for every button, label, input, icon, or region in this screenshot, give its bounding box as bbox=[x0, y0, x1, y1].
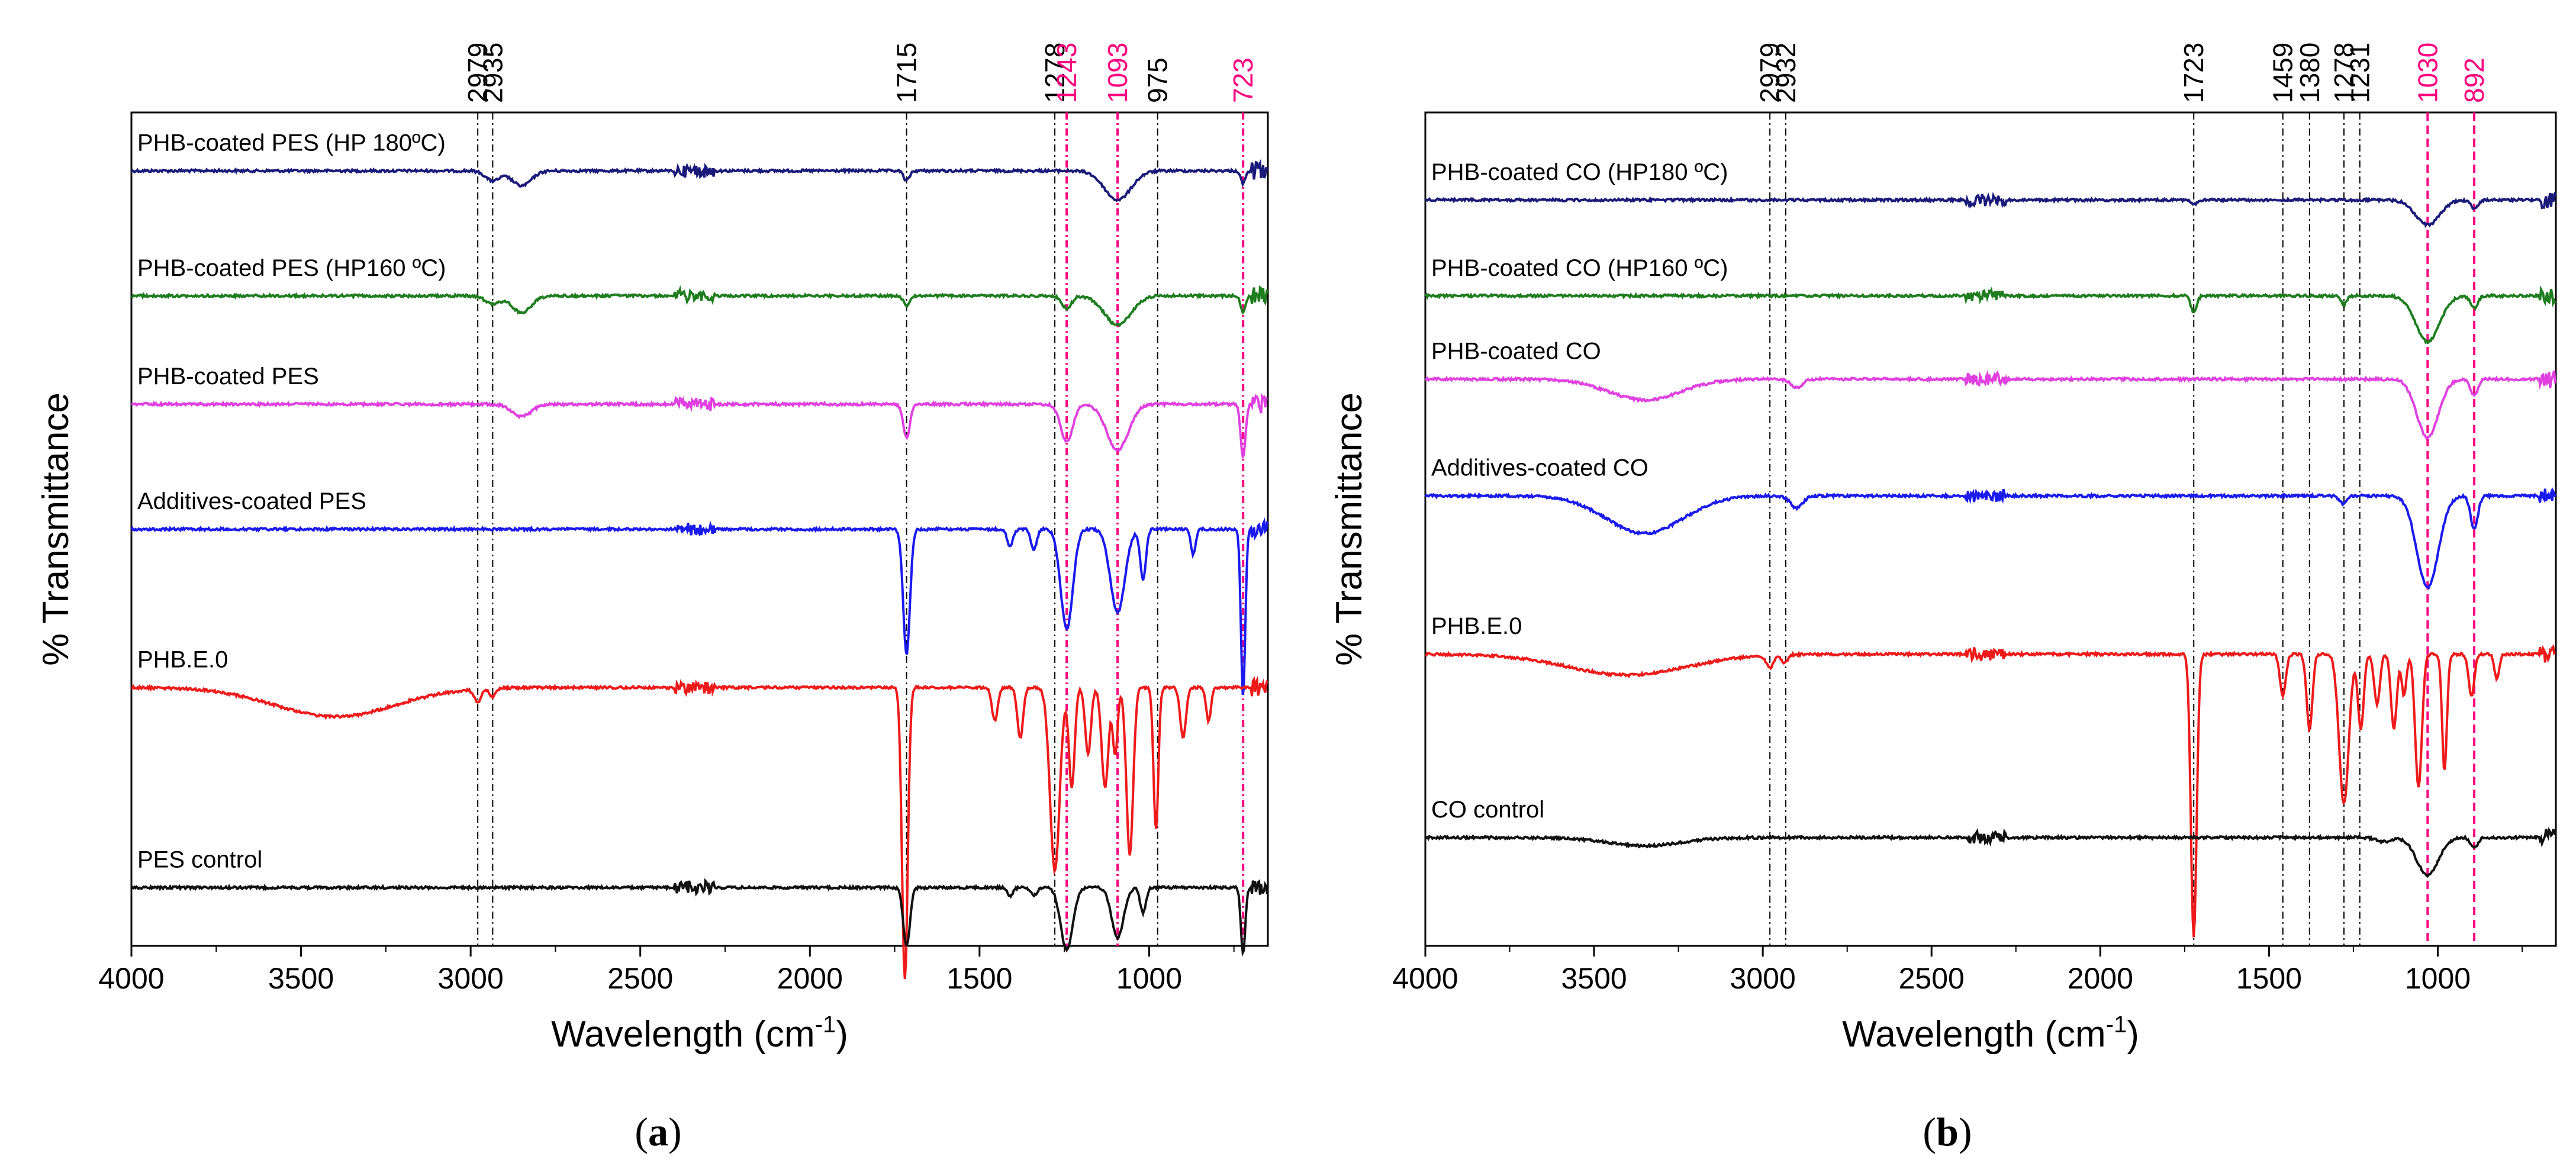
series-line bbox=[130, 159, 1268, 202]
peak-label: 1380 bbox=[2294, 43, 2325, 103]
peak-label: 975 bbox=[1142, 57, 1173, 103]
series-label: PHB-coated CO (HP160 ºC) bbox=[1431, 255, 1728, 281]
series-label: PHB-coated PES bbox=[137, 363, 319, 389]
series-label: Additives-coated CO bbox=[1431, 455, 1648, 481]
x-tick-label: 1000 bbox=[1116, 962, 1182, 995]
x-tick-label: 3000 bbox=[1730, 962, 1796, 995]
series-label: CO control bbox=[1431, 797, 1544, 823]
peak-label: 1231 bbox=[2345, 43, 2375, 103]
x-tick-label: 2000 bbox=[777, 962, 843, 995]
peak-label: 1093 bbox=[1102, 43, 1133, 103]
y-axis-title: % Transmittance bbox=[1329, 392, 1370, 666]
y-axis-title: % Transmittance bbox=[36, 392, 76, 666]
x-tick-label: 1500 bbox=[946, 962, 1012, 995]
peak-label: 1030 bbox=[2412, 43, 2443, 103]
series-line bbox=[131, 675, 1268, 980]
x-axis-title-close: ) bbox=[2127, 1014, 2139, 1055]
series-line bbox=[1424, 487, 2556, 590]
panel-label: (b) bbox=[1923, 1109, 1972, 1154]
series-line bbox=[1425, 644, 2556, 938]
x-tick-label: 3500 bbox=[268, 962, 334, 995]
x-tick-label: 4000 bbox=[98, 962, 164, 995]
peak-label: 892 bbox=[2459, 57, 2490, 103]
peak-label: 2979 bbox=[1754, 43, 1785, 103]
peak-label: 1459 bbox=[2268, 43, 2298, 103]
series-label: PES control bbox=[137, 846, 262, 872]
series-line bbox=[130, 878, 1268, 957]
x-tick-label: 1000 bbox=[2405, 962, 2471, 995]
series-label: Additives-coated PES bbox=[137, 488, 366, 514]
x-tick-label: 2500 bbox=[1899, 962, 1965, 995]
x-axis-title-sup: -1 bbox=[2106, 1012, 2127, 1038]
x-axis-title-main: Wavelength (cm bbox=[551, 1014, 815, 1055]
series-label: PHB-coated CO (HP180 ºC) bbox=[1431, 159, 1728, 185]
x-tick-label: 3500 bbox=[1561, 962, 1627, 995]
series-line bbox=[1425, 191, 2556, 228]
series-line bbox=[1424, 285, 2556, 344]
series-line bbox=[131, 285, 1268, 327]
panel-letter: b bbox=[1936, 1109, 1959, 1154]
series-label: PHB-coated PES (HP 180ºC) bbox=[137, 130, 446, 156]
series-label: PHB.E.0 bbox=[1431, 613, 1522, 639]
x-tick-label: 2500 bbox=[607, 962, 673, 995]
x-tick-label: 4000 bbox=[1392, 962, 1458, 995]
x-axis-title: Wavelength (cm-1) bbox=[1842, 1012, 2139, 1055]
x-tick-label: 1500 bbox=[2236, 962, 2302, 995]
panel-label: (a) bbox=[635, 1109, 681, 1154]
peak-label: 2932 bbox=[1770, 43, 1801, 103]
x-axis-title-main: Wavelength (cm bbox=[1842, 1014, 2106, 1055]
peak-label: 2979 bbox=[462, 43, 493, 103]
x-tick-label: 3000 bbox=[438, 962, 504, 995]
peak-label: 1715 bbox=[891, 43, 922, 103]
x-axis-title: Wavelength (cm-1) bbox=[551, 1012, 848, 1055]
peak-label: 1278 bbox=[2329, 43, 2359, 103]
peak-label: 1723 bbox=[2178, 43, 2209, 103]
x-axis-title-close: ) bbox=[836, 1014, 848, 1055]
series-line bbox=[130, 517, 1268, 696]
x-tick-label: 2000 bbox=[2068, 962, 2133, 995]
peak-label: 2935 bbox=[477, 43, 508, 103]
series-line bbox=[1425, 369, 2556, 440]
panel-letter: a bbox=[648, 1109, 668, 1154]
x-axis-title-sup: -1 bbox=[815, 1012, 836, 1038]
peak-label: 1278 bbox=[1039, 43, 1070, 103]
peak-label: 723 bbox=[1228, 57, 1258, 103]
series-label: PHB.E.0 bbox=[137, 647, 228, 673]
series-label: PHB-coated PES (HP160 ºC) bbox=[137, 255, 446, 281]
series-label: PHB-coated CO bbox=[1431, 339, 1601, 365]
series-line bbox=[1424, 827, 2556, 878]
series-line bbox=[131, 392, 1268, 459]
plot-frame bbox=[1424, 111, 2557, 947]
peak-label: 1243 bbox=[1051, 43, 1082, 103]
